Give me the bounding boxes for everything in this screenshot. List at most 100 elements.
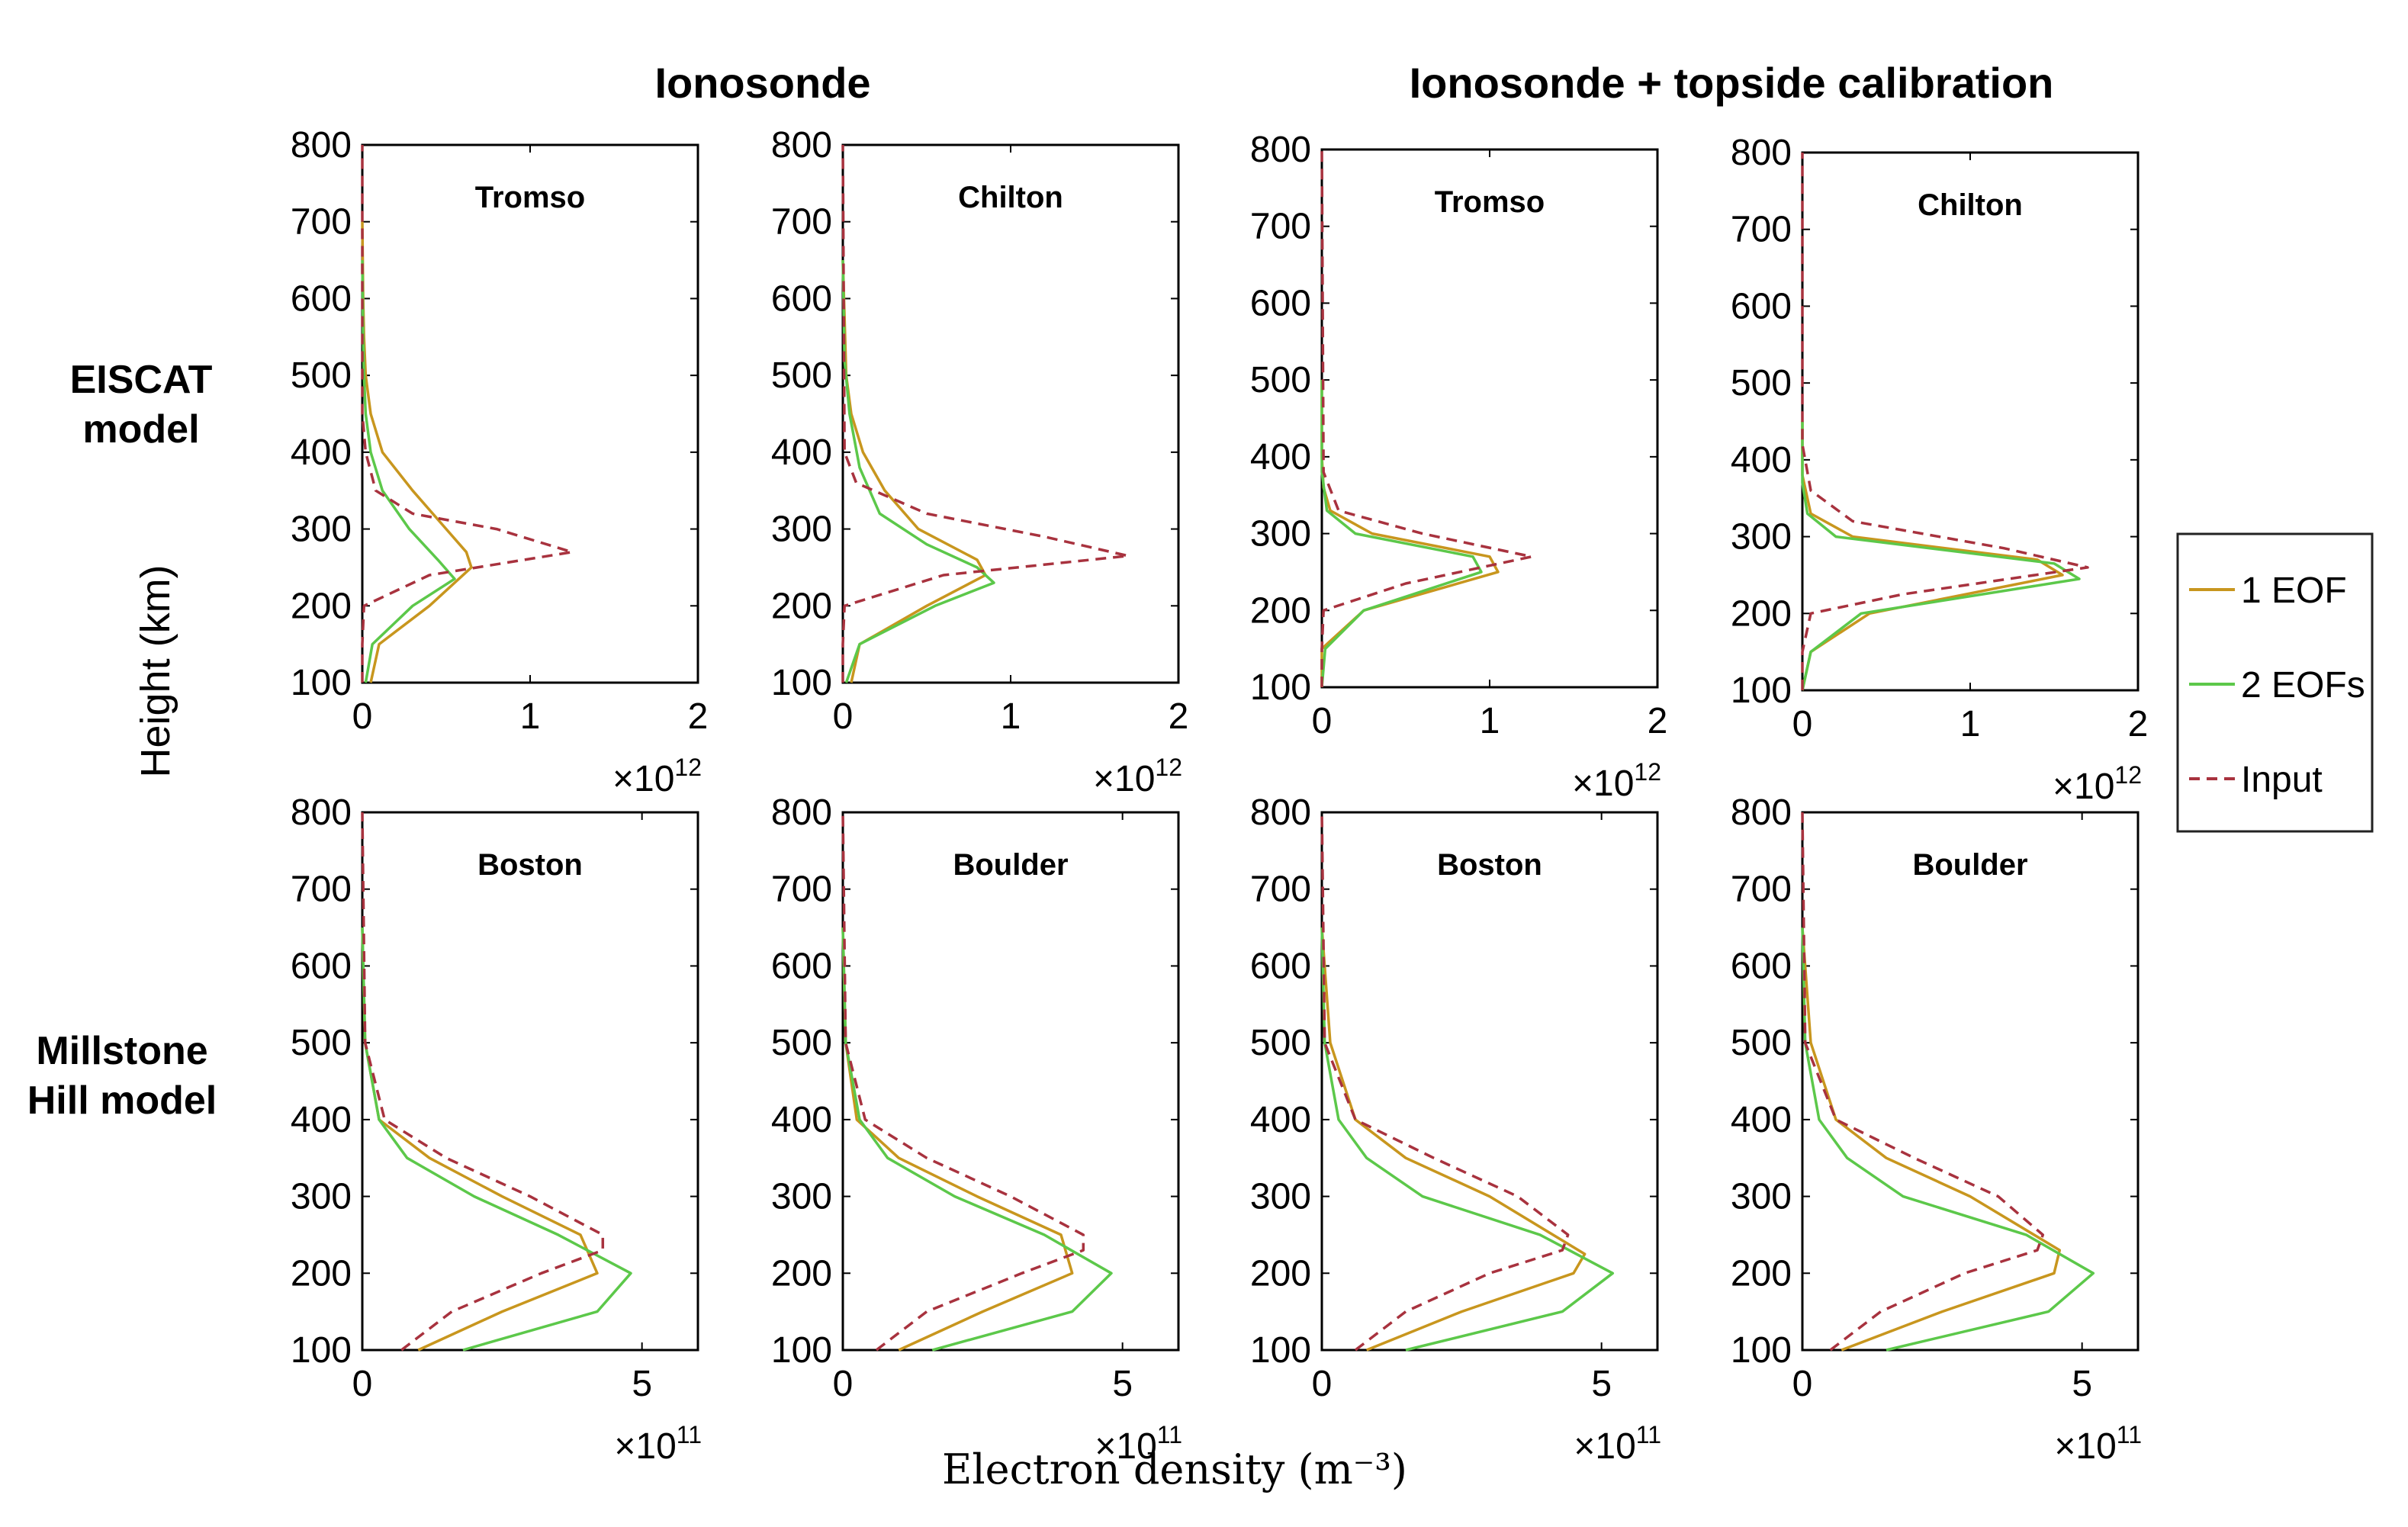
legend: 1 EOF 2 EOFs Input	[2176, 532, 2374, 833]
panel-title: Boston	[1437, 848, 1542, 882]
y-tick-label: 400	[1731, 1100, 1792, 1140]
y-tick-label: 600	[291, 946, 352, 986]
y-tick-label: 300	[1731, 517, 1792, 558]
y-tick-label: 800	[291, 792, 352, 833]
y-tick-label: 600	[1731, 946, 1792, 986]
y-tick-label: 100	[1250, 1330, 1311, 1371]
series-line-1-eof	[841, 927, 1074, 1352]
y-tick-label: 500	[771, 1023, 832, 1063]
y-tick-label: 600	[1250, 283, 1311, 323]
series-line-1-eof	[1801, 421, 2064, 691]
y-tick-label: 100	[771, 663, 832, 703]
panel-frame	[1801, 151, 2140, 692]
y-tick-label: 100	[771, 1330, 832, 1371]
panel-title: Boulder	[953, 848, 1068, 882]
x-tick-label: 1	[1960, 704, 1981, 744]
series-line-2-eofs	[361, 927, 632, 1352]
series-line-input	[1320, 812, 1570, 1352]
y-tick-label: 300	[1250, 514, 1311, 555]
y-tick-label: 800	[1250, 130, 1311, 170]
panel-2: 100 200 300 400 500 600 700 800 0 1 2 Chilton ×1012	[771, 125, 1188, 799]
y-tick-label: 800	[1250, 792, 1311, 833]
column-header-ionosonde: Ionosonde	[654, 59, 870, 107]
x-tick-label: 0	[352, 696, 373, 737]
panel-title: Boston	[477, 848, 583, 882]
y-tick-label: 400	[771, 1100, 832, 1140]
x-tick-label: 5	[2072, 1364, 2092, 1404]
panel-title: Chilton	[958, 181, 1063, 214]
y-tick-label: 700	[291, 202, 352, 243]
panel-6: 100 200 300 400 500 600 700 800 0 5 Boulder ×1011	[771, 792, 1182, 1467]
series-line-input	[841, 812, 1085, 1352]
y-tick-label: 500	[1250, 360, 1311, 400]
x-tick-label: 5	[1112, 1364, 1133, 1404]
y-tick-label: 300	[291, 1177, 352, 1217]
y-tick-label: 700	[1250, 207, 1311, 247]
series-line-1-eof	[361, 221, 473, 683]
x-tick-label: 1	[520, 696, 541, 737]
series-line-1-eof	[1801, 927, 2062, 1352]
y-tick-label: 200	[1250, 1253, 1311, 1294]
series-line-2-eofs	[1801, 421, 2081, 691]
y-tick-label: 300	[1731, 1177, 1792, 1217]
panel-7: 100 200 300 400 500 600 700 800 0 5 Boston ×1011	[1250, 792, 1661, 1467]
series-line-2-eofs	[1320, 380, 1483, 688]
y-tick-label: 700	[771, 870, 832, 910]
x-tick-label: 0	[1792, 704, 1813, 744]
series-line-2-eofs	[361, 260, 456, 683]
x-tick-label: 5	[1591, 1364, 1612, 1404]
x-tick-label: 0	[833, 1364, 854, 1404]
series-line-1-eof	[1320, 927, 1587, 1352]
y-tick-label: 800	[1731, 792, 1792, 833]
series-line-input	[1801, 812, 2045, 1352]
y-tick-label: 600	[1250, 946, 1311, 986]
x-tick-label: 2	[2128, 704, 2149, 744]
y-tick-label: 500	[291, 1023, 352, 1063]
y-tick-label: 400	[1250, 437, 1311, 477]
x-multiplier-label: ×1012	[2053, 761, 2142, 807]
y-tick-label: 300	[291, 510, 352, 550]
x-multiplier-label: ×1011	[1574, 1421, 1661, 1467]
x-multiplier-label: ×1012	[1572, 758, 1661, 804]
panel-1: 100 200 300 400 500 600 700 800 0 1 2 Tromso ×1012	[291, 125, 708, 799]
y-tick-label: 700	[291, 870, 352, 910]
y-tick-label: 800	[291, 125, 352, 166]
row-header-millstone-line1: Millstone	[36, 1029, 207, 1073]
y-tick-label: 200	[1731, 1253, 1792, 1294]
panel-3: 100 200 300 400 500 600 700 800 0 1 2 Tromso ×1012	[1250, 130, 1667, 804]
y-tick-label: 600	[1731, 286, 1792, 326]
row-header-eiscat-line1: EISCAT	[70, 358, 213, 402]
x-tick-label: 0	[1312, 1364, 1333, 1404]
x-multiplier-label: ×1011	[2054, 1421, 2142, 1467]
column-header-ionosonde-topside: Ionosonde + topside calibration	[1410, 59, 2054, 107]
row-header-eiscat-line2: model	[82, 407, 199, 452]
series-line-2-eofs	[841, 927, 1113, 1352]
y-tick-label: 300	[771, 1177, 832, 1217]
panel-title: Boulder	[1912, 848, 2027, 882]
y-tick-label: 500	[291, 355, 352, 396]
panel-frame	[841, 143, 1180, 684]
x-tick-label: 1	[1480, 701, 1500, 741]
series-line-2-eofs	[1320, 927, 1615, 1352]
series-line-input	[361, 145, 574, 683]
y-tick-label: 100	[1731, 670, 1792, 711]
series-line-input	[361, 812, 605, 1352]
y-tick-label: 300	[1250, 1177, 1311, 1217]
x-tick-label: 2	[1648, 701, 1668, 741]
y-tick-label: 200	[771, 586, 832, 626]
panel-frame	[1320, 811, 1659, 1352]
x-tick-label: 0	[352, 1364, 373, 1404]
x-tick-label: 1	[1001, 696, 1021, 737]
x-tick-label: 5	[632, 1364, 652, 1404]
y-tick-label: 100	[1731, 1330, 1792, 1371]
y-tick-label: 500	[1731, 1023, 1792, 1063]
y-tick-label: 200	[1731, 593, 1792, 634]
series-line-1-eof	[841, 260, 987, 683]
panel-frame	[841, 811, 1180, 1352]
y-tick-label: 200	[771, 1253, 832, 1294]
legend-label-1eof: 1 EOF	[2241, 571, 2347, 611]
y-tick-label: 400	[771, 432, 832, 473]
panel-title: Tromso	[475, 181, 585, 214]
